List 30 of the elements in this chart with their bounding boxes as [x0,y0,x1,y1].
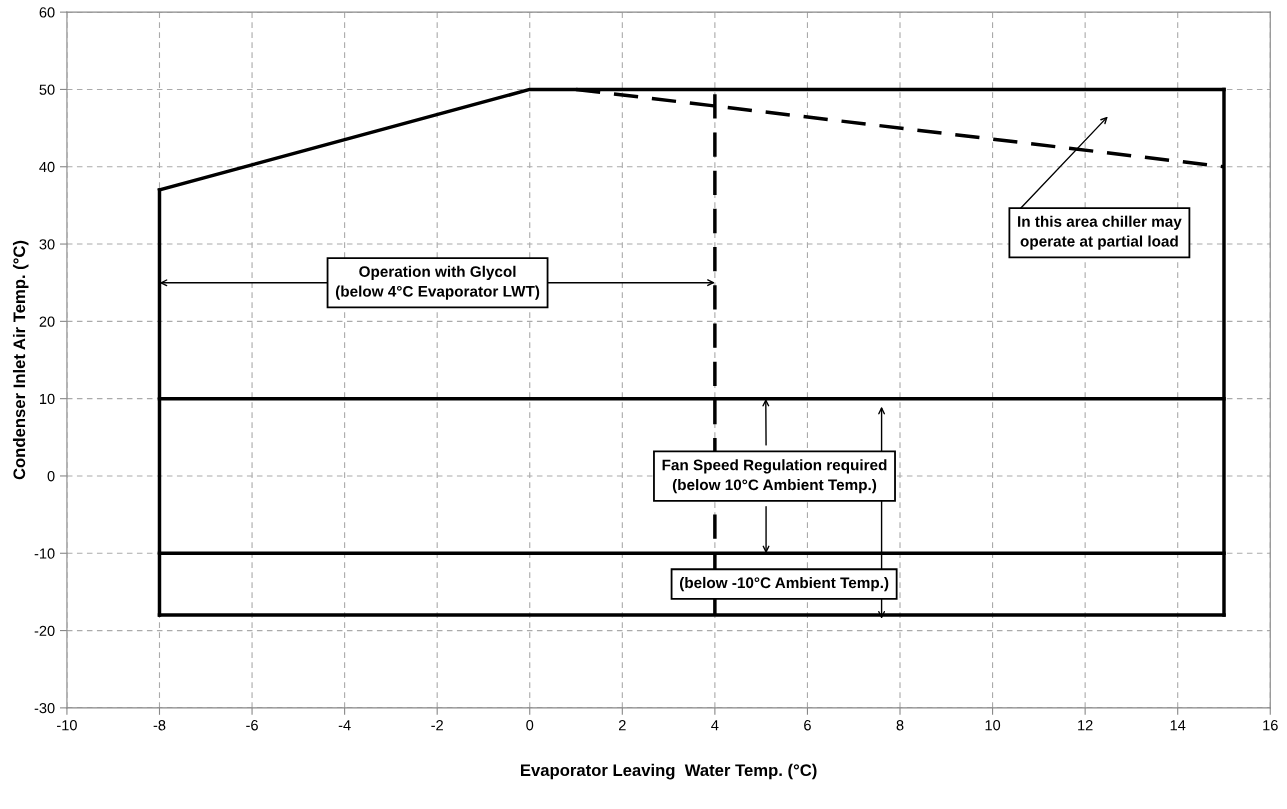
y-tick-label: 30 [39,239,55,250]
x-tick-label: -6 [246,720,258,731]
x-tick-label: 16 [1263,720,1278,731]
y-tick-label: 50 [39,84,55,95]
y-tick-label: -20 [34,625,55,636]
x-tick-label: -8 [153,720,166,731]
x-tick-label: -2 [431,720,443,731]
x-tick-label: 6 [804,720,811,731]
x-tick-label: 4 [711,720,719,731]
x-tick-label: 0 [526,720,534,731]
y-tick-label: 10 [40,393,55,405]
x-tick-label: -10 [57,720,77,731]
y-tick-label: 60 [39,7,55,18]
annotation: (below -10°C Ambient Temp.) [679,576,889,592]
x-tick-label: 8 [896,720,904,731]
annotation: In this area chiller may operate at partial load [1018,215,1182,250]
y-tick-label: 20 [39,316,55,327]
annotation: Operation with Glycol (below 4°C Evaporator LWT) [335,265,540,300]
x-tick-label: -4 [338,720,351,731]
x-tick-label: 12 [1078,720,1093,731]
x-axis-title: Evaporator Leaving Water Temp. (°C) [520,763,817,780]
y-tick-label: 40 [39,161,55,173]
y-tick-label: 0 [47,471,55,482]
y-axis-title: Condenser Inlet Air Temp. (°C) [12,240,29,480]
x-tick-label: 10 [985,720,1001,731]
x-tick-label: 14 [1170,720,1186,731]
y-tick-label: -30 [34,702,55,714]
annotation: Fan Speed Regulation required (below 10°C Ambient Temp.) [662,459,887,494]
x-tick-label: 2 [618,720,626,731]
y-tick-label: -10 [34,548,55,559]
